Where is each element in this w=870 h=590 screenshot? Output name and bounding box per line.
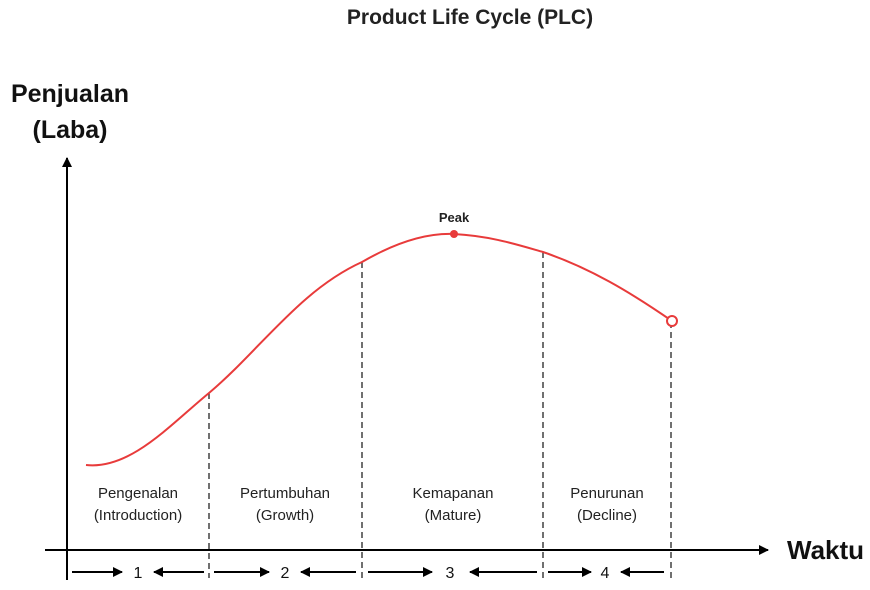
stage-4-english: (Decline) bbox=[577, 507, 637, 524]
stage-4-number: 4 bbox=[601, 565, 610, 582]
stage-2-number: 2 bbox=[281, 565, 290, 582]
stage-4-name: Penurunan bbox=[570, 485, 643, 502]
stage-3-duration: 3 bbox=[368, 565, 537, 582]
diagram-title: Product Life Cycle (PLC) bbox=[347, 6, 593, 29]
stage-3-number: 3 bbox=[446, 565, 455, 582]
stage-4-duration: 4 bbox=[548, 565, 664, 582]
curve-end-point bbox=[666, 315, 678, 327]
peak-point bbox=[450, 230, 458, 238]
stage-1-number: 1 bbox=[134, 565, 143, 582]
plc-curve bbox=[85, 232, 673, 467]
stage-2-name: Pertumbuhan bbox=[240, 485, 330, 502]
y-axis-label-line1: Penjualan bbox=[11, 80, 129, 108]
stage-2-english: (Growth) bbox=[256, 507, 314, 524]
stage-3-english: (Mature) bbox=[425, 507, 482, 524]
stage-3-name: Kemapanan bbox=[413, 485, 494, 502]
stage-1-name: Pengenalan bbox=[98, 485, 178, 502]
stage-2-duration: 2 bbox=[214, 565, 356, 582]
y-axis-label-line2: (Laba) bbox=[33, 116, 108, 144]
peak-label: Peak bbox=[439, 210, 470, 225]
x-axis-label: Waktu bbox=[787, 535, 864, 565]
stage-1-duration: 1 bbox=[72, 565, 204, 582]
stage-1-english: (Introduction) bbox=[94, 507, 182, 524]
